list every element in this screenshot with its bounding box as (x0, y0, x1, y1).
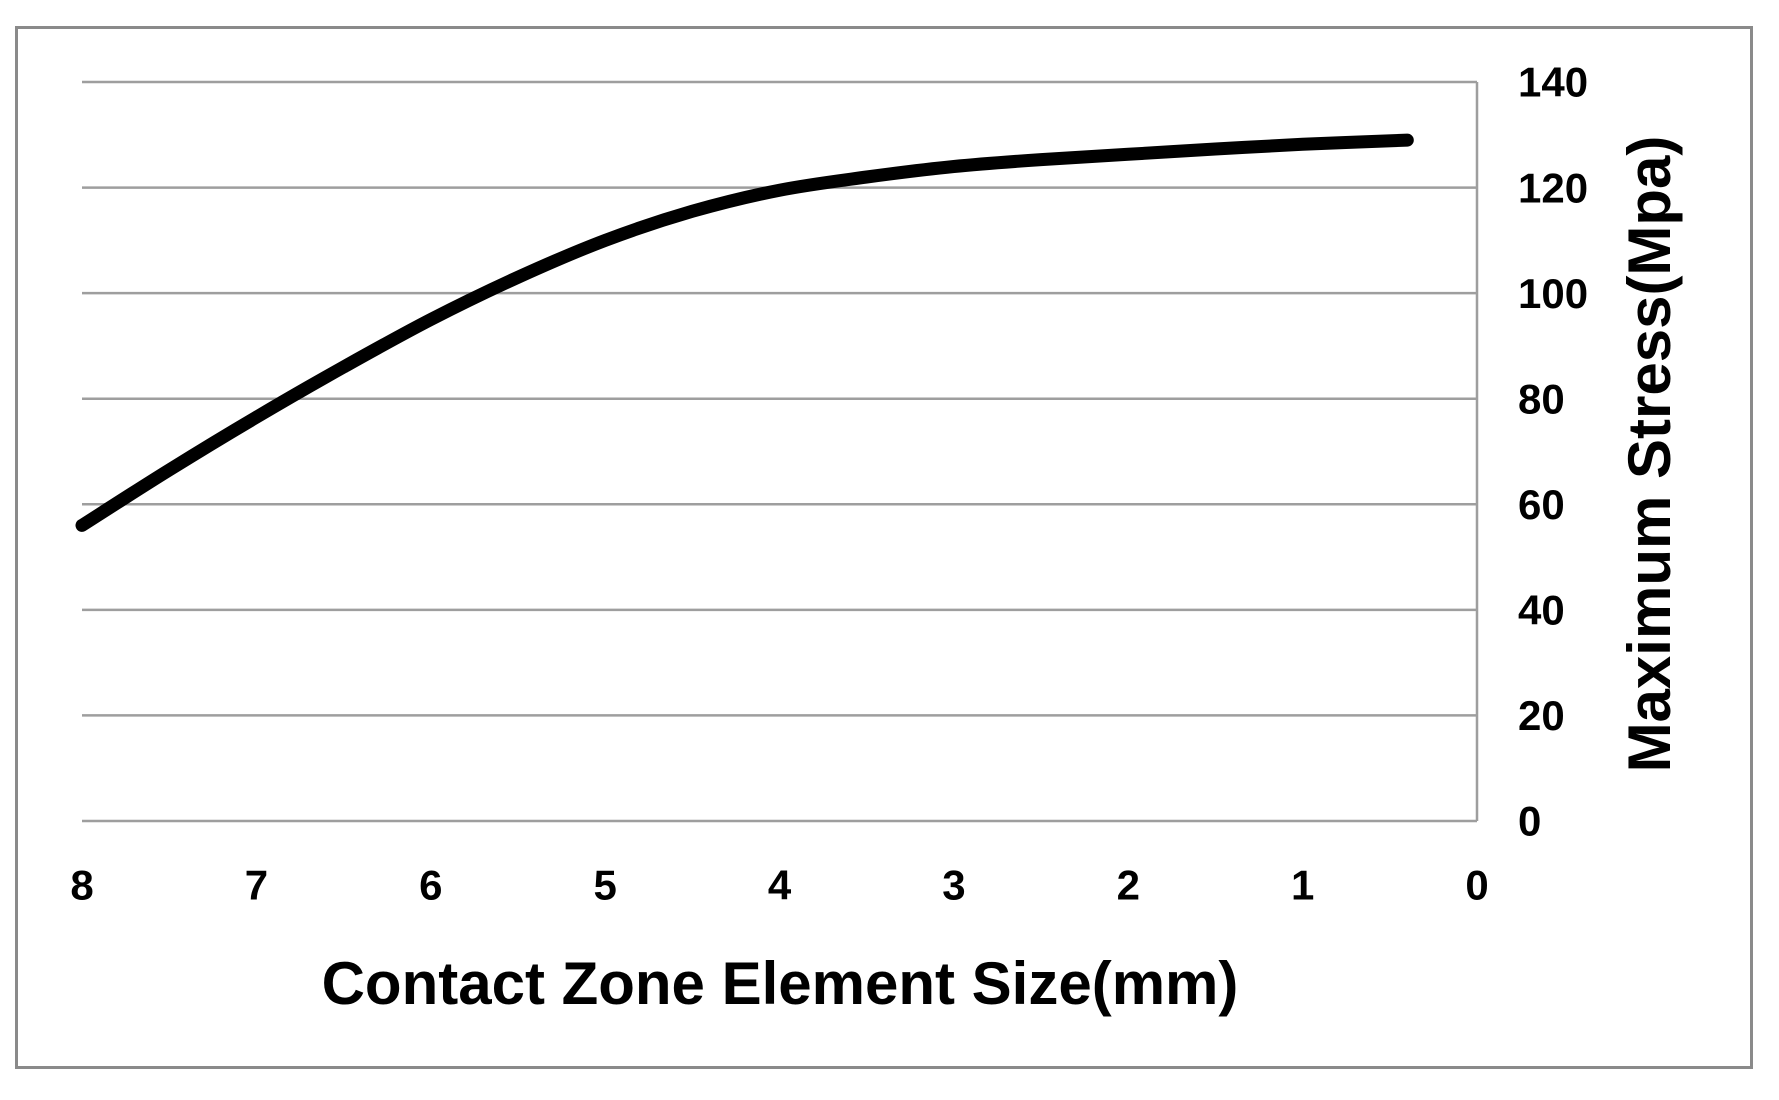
x-tick-labels: 8 7 6 5 4 3 2 1 0 (70, 862, 1488, 909)
y-tick-label: 120 (1518, 164, 1588, 211)
x-tick-label: 3 (942, 862, 965, 909)
y-axis-title: Maximum Stress(Mpa) (1616, 136, 1683, 773)
y-tick-labels: 140 120 100 80 60 40 20 0 (1518, 59, 1588, 845)
x-tick-label: 2 (1117, 862, 1140, 909)
y-tick-label: 80 (1518, 375, 1565, 422)
y-tick-label: 60 (1518, 481, 1565, 528)
x-tick-label: 4 (768, 862, 792, 909)
gridlines (82, 80, 1477, 823)
x-tick-label: 7 (245, 862, 268, 909)
x-tick-label: 0 (1465, 862, 1488, 909)
y-tick-label: 0 (1518, 798, 1541, 845)
x-tick-label: 8 (70, 862, 93, 909)
y-tick-label: 40 (1518, 587, 1565, 634)
y-tick-label: 140 (1518, 59, 1588, 106)
x-tick-label: 6 (419, 862, 442, 909)
stress-curve (75, 133, 1414, 532)
figure-border (15, 26, 1753, 1069)
x-tick-label: 1 (1291, 862, 1314, 909)
y-tick-label: 20 (1518, 692, 1565, 739)
x-tick-label: 5 (593, 862, 616, 909)
y-tick-label: 100 (1518, 270, 1588, 317)
x-axis-title: Contact Zone Element Size(mm) (322, 950, 1239, 1017)
